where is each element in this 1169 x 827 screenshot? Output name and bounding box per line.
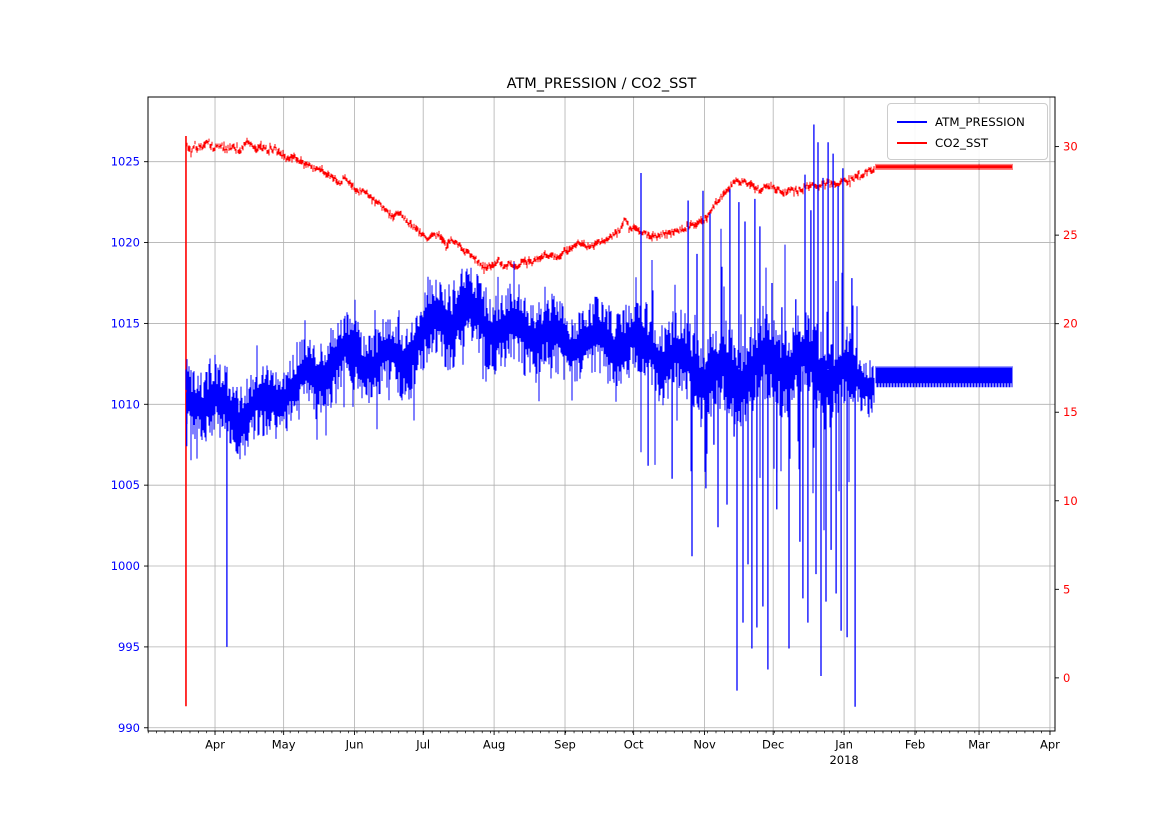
x-tick-label: Apr bbox=[205, 738, 225, 752]
legend-line-atm-pression-icon bbox=[897, 120, 927, 123]
y-right-tick-label: 10 bbox=[1063, 494, 1078, 508]
y-right-tick-label: 30 bbox=[1063, 140, 1078, 154]
y-right-tick-label: 20 bbox=[1063, 317, 1078, 331]
x-tick-label: Oct bbox=[624, 738, 644, 752]
y-left-tick-label: 1015 bbox=[111, 316, 140, 330]
x-tick-label: Aug bbox=[483, 738, 505, 752]
y-left-tick-label: 1010 bbox=[111, 397, 140, 411]
y-right-tick-label: 15 bbox=[1063, 405, 1078, 419]
legend: ATM_PRESSION CO2_SST bbox=[887, 103, 1048, 160]
legend-entry-atm-pression: ATM_PRESSION bbox=[897, 111, 1038, 132]
y-left-tick-label: 995 bbox=[118, 640, 140, 654]
legend-entry-co2-sst: CO2_SST bbox=[897, 132, 1038, 153]
x-axis-year-label: 2018 bbox=[829, 753, 858, 767]
legend-label-co2-sst: CO2_SST bbox=[935, 135, 989, 150]
chart-title: ATM_PRESSION / CO2_SST bbox=[506, 76, 697, 92]
y-left-tick-label: 1025 bbox=[111, 155, 140, 169]
x-tick-label: Apr bbox=[1040, 738, 1060, 752]
x-tick-label: Jun bbox=[345, 738, 364, 752]
x-tick-label: Sep bbox=[554, 738, 576, 752]
x-tick-label: Nov bbox=[693, 738, 716, 752]
x-tick-label: Mar bbox=[968, 738, 990, 752]
y-right-tick-label: 0 bbox=[1063, 671, 1070, 685]
y-left-tick-label: 1005 bbox=[111, 478, 140, 492]
y-left-tick-label: 990 bbox=[118, 721, 140, 735]
legend-line-co2-sst-icon bbox=[897, 141, 927, 144]
x-tick-label: Dec bbox=[762, 738, 784, 752]
x-tick-label: Jan bbox=[834, 738, 853, 752]
x-tick-label: Feb bbox=[905, 738, 925, 752]
y-right-tick-label: 5 bbox=[1063, 582, 1070, 596]
y-right-tick-label: 25 bbox=[1063, 228, 1078, 242]
x-tick-label: May bbox=[272, 738, 296, 752]
y-left-tick-label: 1000 bbox=[111, 559, 140, 573]
legend-label-atm-pression: ATM_PRESSION bbox=[935, 114, 1025, 129]
x-tick-label: Jul bbox=[415, 738, 430, 752]
y-left-tick-label: 1020 bbox=[111, 236, 140, 250]
